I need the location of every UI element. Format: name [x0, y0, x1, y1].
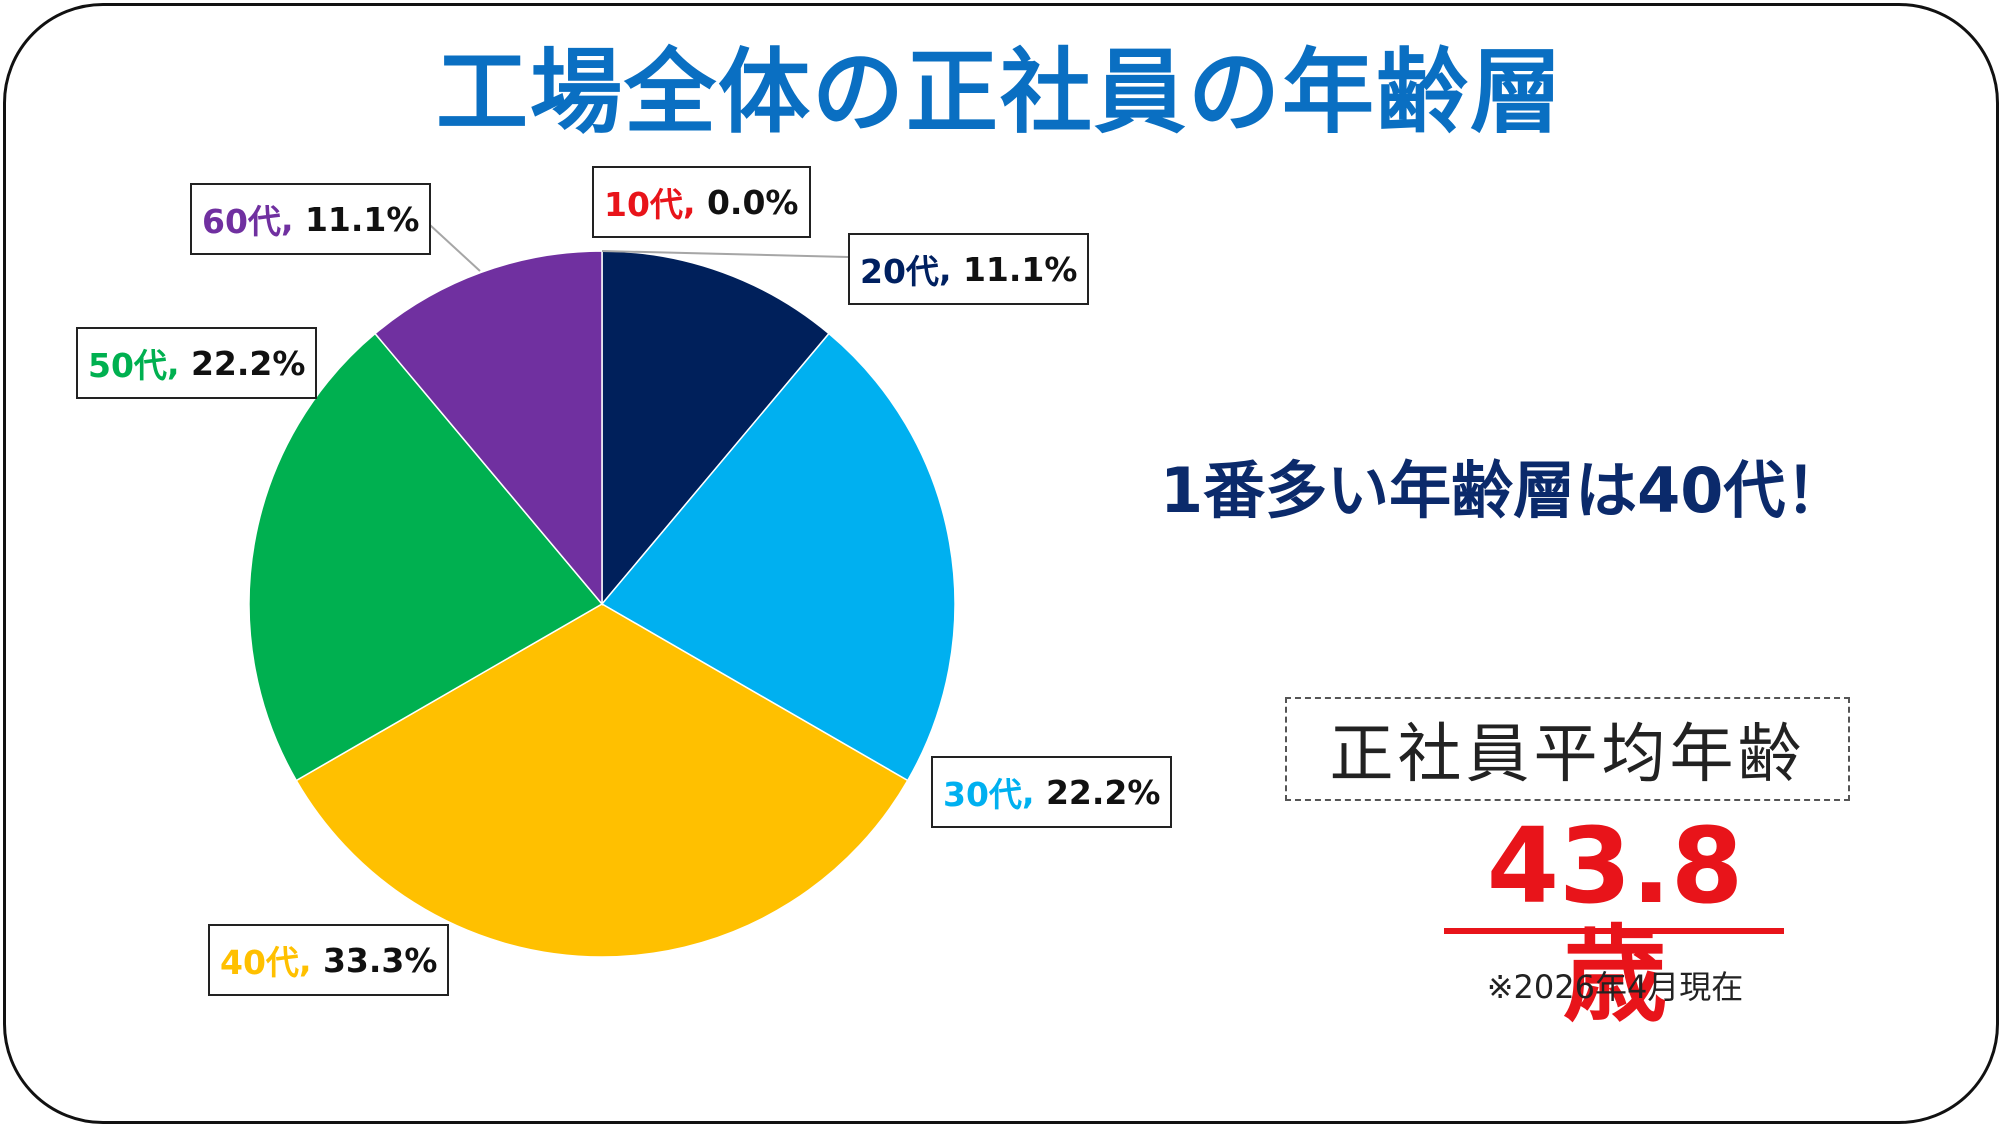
label-name: 50代 — [88, 346, 167, 385]
data-label-30s: 30代, 22.2% — [931, 756, 1173, 828]
label-percent: 11.1% — [304, 199, 420, 239]
average-age-label-box: 正社員平均年齢 — [1285, 697, 1850, 801]
data-label-10s: 10代, 0.0% — [592, 166, 811, 238]
data-label-60s: 60代, 11.1% — [190, 183, 432, 255]
label-name: 30代 — [943, 775, 1022, 814]
pie-slices — [248, 250, 956, 958]
average-age-value: 43.8歳 — [1486, 805, 1744, 1037]
label-percent: 22.2% — [190, 343, 306, 383]
pie-slice-50s — [248, 332, 604, 782]
pie-slice-30s — [600, 332, 956, 782]
label-percent: 11.1% — [962, 249, 1078, 289]
label-percent: 22.2% — [1045, 772, 1161, 812]
label-name: 20代 — [860, 252, 939, 291]
label-name: 40代 — [220, 943, 299, 982]
pie-slice-60s — [374, 250, 603, 607]
label-percent: 33.3% — [322, 940, 438, 980]
label-name: 10代 — [604, 185, 683, 224]
label-name: 60代 — [202, 202, 281, 241]
headline-most-common-age: 1番多い年齢層は40代！ — [1160, 454, 1848, 527]
as-of-note: ※2026年4月現在 — [1486, 968, 1744, 1006]
average-age-label: 正社員平均年齢 — [1329, 718, 1806, 792]
page-title: 工場全体の正社員の年齢層 — [435, 39, 1564, 146]
label-percent: 0.0% — [706, 182, 799, 222]
data-label-50s: 50代, 22.2% — [76, 327, 318, 399]
data-label-40s: 40代, 33.3% — [208, 924, 450, 996]
leader-line-1 — [601, 250, 849, 258]
average-age-underline — [1444, 928, 1784, 934]
data-label-20s: 20代, 11.1% — [848, 233, 1090, 305]
